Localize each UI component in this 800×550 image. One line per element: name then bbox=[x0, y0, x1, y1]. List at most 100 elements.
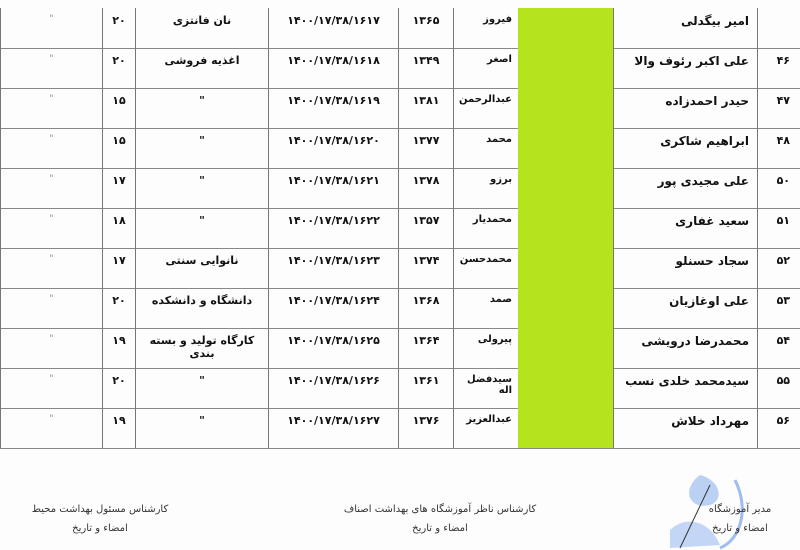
table-row: " ۱۵ " ۱۴۰۰/۱۷/۳۸/۱۶۱۹ ۱۳۸۱ عبدالرحمن حیدر احم… bbox=[0, 88, 800, 129]
cell-business: " bbox=[135, 128, 268, 168]
cell-count: ۱۸ bbox=[102, 208, 135, 248]
cell-business: اغذیه فروشی bbox=[135, 48, 268, 88]
cell-num: ۵۰ bbox=[757, 168, 800, 208]
cell-code: ۱۴۰۰/۱۷/۳۸/۱۶۲۷ bbox=[268, 408, 398, 448]
cell-ditto: " bbox=[0, 208, 102, 248]
stamp-flower-icon bbox=[670, 475, 744, 550]
signature-title: کارشناس مسئول بهداشت محیط bbox=[31, 504, 169, 515]
cell-year: ۱۳۴۹ bbox=[398, 48, 453, 88]
cell-father: سیدفضل اله bbox=[453, 368, 518, 408]
table-row: " ۲۰ اغذیه فروشی ۱۴۰۰/۱۷/۳۸/۱۶۱۸ ۱۳۴۹ اصغر علی… bbox=[0, 48, 800, 89]
signature-title: کارشناس ناظر آموزشگاه های بهداشت اصناف bbox=[343, 504, 537, 515]
cell-ditto: " bbox=[0, 48, 102, 88]
table-row: " ۱۵ " ۱۴۰۰/۱۷/۳۸/۱۶۲۰ ۱۳۷۷ محمد ابراهیم شاکری… bbox=[0, 128, 800, 169]
cell-business: دانشگاه و دانشکده bbox=[135, 288, 268, 328]
cell-num: ۵۴ bbox=[757, 328, 800, 368]
cell-code: ۱۴۰۰/۱۷/۳۸/۱۶۲۴ bbox=[268, 288, 398, 328]
highlight-column bbox=[518, 128, 613, 168]
table-row: " ۱۸ " ۱۴۰۰/۱۷/۳۸/۱۶۲۲ ۱۳۵۷ محمدیار سعید غفاری… bbox=[0, 208, 800, 249]
cell-code: ۱۴۰۰/۱۷/۳۸/۱۶۲۰ bbox=[268, 128, 398, 168]
highlight-column bbox=[518, 8, 613, 48]
cell-num: ۵۳ bbox=[757, 288, 800, 328]
cell-name: مهرداد خلاش bbox=[613, 408, 757, 448]
table-row: " ۲۰ " ۱۴۰۰/۱۷/۳۸/۱۶۲۶ ۱۳۶۱ سیدفضل اله سیدمحمد… bbox=[0, 368, 800, 409]
table-row: " ۱۹ " ۱۴۰۰/۱۷/۳۸/۱۶۲۷ ۱۳۷۶ عبدالعزیز مهرداد خ… bbox=[0, 408, 800, 449]
cell-father: برزو bbox=[453, 168, 518, 208]
cell-father: صمد bbox=[453, 288, 518, 328]
cell-num: ۵۶ bbox=[757, 408, 800, 448]
highlight-column bbox=[518, 368, 613, 408]
cell-ditto: " bbox=[0, 168, 102, 208]
cell-ditto: " bbox=[0, 248, 102, 288]
cell-ditto: " bbox=[0, 88, 102, 128]
cell-business: " bbox=[135, 368, 268, 408]
signature-supervisor: کارشناس ناظر آموزشگاه های بهداشت اصناف ا… bbox=[330, 500, 550, 538]
signature-environment-health: کارشناس مسئول بهداشت محیط امضاء و تاریخ bbox=[20, 500, 180, 538]
cell-name: علی اکبر رئوف والا bbox=[613, 48, 757, 88]
table-row: " ۲۰ دانشگاه و دانشکده ۱۴۰۰/۱۷/۳۸/۱۶۲۴ ۱۳۶۸ ص… bbox=[0, 288, 800, 329]
cell-count: ۱۷ bbox=[102, 168, 135, 208]
cell-ditto: " bbox=[0, 288, 102, 328]
highlight-column bbox=[518, 248, 613, 288]
cell-business: نان فانتزی bbox=[135, 8, 268, 48]
cell-count: ۲۰ bbox=[102, 8, 135, 48]
cell-num: ۴۸ bbox=[757, 128, 800, 168]
cell-business: " bbox=[135, 88, 268, 128]
cell-year: ۱۳۷۷ bbox=[398, 128, 453, 168]
highlight-column bbox=[518, 208, 613, 248]
cell-code: ۱۴۰۰/۱۷/۳۸/۱۶۱۹ bbox=[268, 88, 398, 128]
cell-count: ۱۹ bbox=[102, 328, 135, 368]
highlight-column bbox=[518, 288, 613, 328]
cell-father: اصغر bbox=[453, 48, 518, 88]
cell-num: ۴۶ bbox=[757, 48, 800, 88]
cell-father: محمدیار bbox=[453, 208, 518, 248]
cell-code: ۱۴۰۰/۱۷/۳۸/۱۶۲۲ bbox=[268, 208, 398, 248]
cell-name: علی اوغازیان bbox=[613, 288, 757, 328]
cell-name: سعید غفاری bbox=[613, 208, 757, 248]
cell-business: کارگاه تولید و بسته بندی bbox=[135, 328, 268, 368]
cell-count: ۲۰ bbox=[102, 288, 135, 328]
cell-father: محمدحسن bbox=[453, 248, 518, 288]
signature-sub: امضاء و تاریخ bbox=[412, 523, 468, 534]
cell-num: ۵۱ bbox=[757, 208, 800, 248]
cell-name: سیدمحمد خلدی نسب bbox=[613, 368, 757, 408]
cell-father: عبدالعزیز bbox=[453, 408, 518, 448]
cell-ditto: " bbox=[0, 368, 102, 408]
cell-year: ۱۳۶۸ bbox=[398, 288, 453, 328]
cell-code: ۱۴۰۰/۱۷/۳۸/۱۶۲۱ bbox=[268, 168, 398, 208]
cell-code: ۱۴۰۰/۱۷/۳۸/۱۶۲۶ bbox=[268, 368, 398, 408]
cell-father: پیرولی bbox=[453, 328, 518, 368]
cell-business: " bbox=[135, 208, 268, 248]
signature-sub: امضاء و تاریخ bbox=[712, 523, 768, 534]
table-row: " ۱۷ " ۱۴۰۰/۱۷/۳۸/۱۶۲۱ ۱۳۷۸ برزو علی مجیدی پور… bbox=[0, 168, 800, 209]
cell-year: ۱۳۷۸ bbox=[398, 168, 453, 208]
cell-name: امیر بیگدلی bbox=[613, 8, 757, 48]
cell-count: ۱۹ bbox=[102, 408, 135, 448]
cell-year: ۱۳۷۴ bbox=[398, 248, 453, 288]
cell-code: ۱۴۰۰/۱۷/۳۸/۱۶۱۸ bbox=[268, 48, 398, 88]
cell-num: ۵۵ bbox=[757, 368, 800, 408]
cell-count: ۱۵ bbox=[102, 88, 135, 128]
cell-ditto: " bbox=[0, 408, 102, 448]
table-row: " ۲۰ نان فانتزی ۱۴۰۰/۱۷/۳۸/۱۶۱۷ ۱۳۶۵ فیروز امی… bbox=[0, 8, 800, 49]
highlight-column bbox=[518, 168, 613, 208]
cell-name: حیدر احمدزاده bbox=[613, 88, 757, 128]
highlight-column bbox=[518, 88, 613, 128]
cell-ditto: " bbox=[0, 8, 102, 48]
highlight-column bbox=[518, 408, 613, 448]
cell-name: ابراهیم شاکری bbox=[613, 128, 757, 168]
cell-father: محمد bbox=[453, 128, 518, 168]
cell-name: محمدرضا درویشی bbox=[613, 328, 757, 368]
signature-school-director: مدیر آموزشگاه امضاء و تاریخ bbox=[690, 500, 790, 538]
cell-num bbox=[757, 8, 800, 48]
cell-business: " bbox=[135, 168, 268, 208]
cell-year: ۱۳۶۴ bbox=[398, 328, 453, 368]
cell-business: نانوایی سنتی bbox=[135, 248, 268, 288]
cell-count: ۲۰ bbox=[102, 368, 135, 408]
cell-year: ۱۳۷۶ bbox=[398, 408, 453, 448]
cell-name: علی مجیدی پور bbox=[613, 168, 757, 208]
cell-ditto: " bbox=[0, 328, 102, 368]
highlight-column bbox=[518, 328, 613, 368]
cell-year: ۱۳۶۱ bbox=[398, 368, 453, 408]
signature-sub: امضاء و تاریخ bbox=[72, 523, 128, 534]
